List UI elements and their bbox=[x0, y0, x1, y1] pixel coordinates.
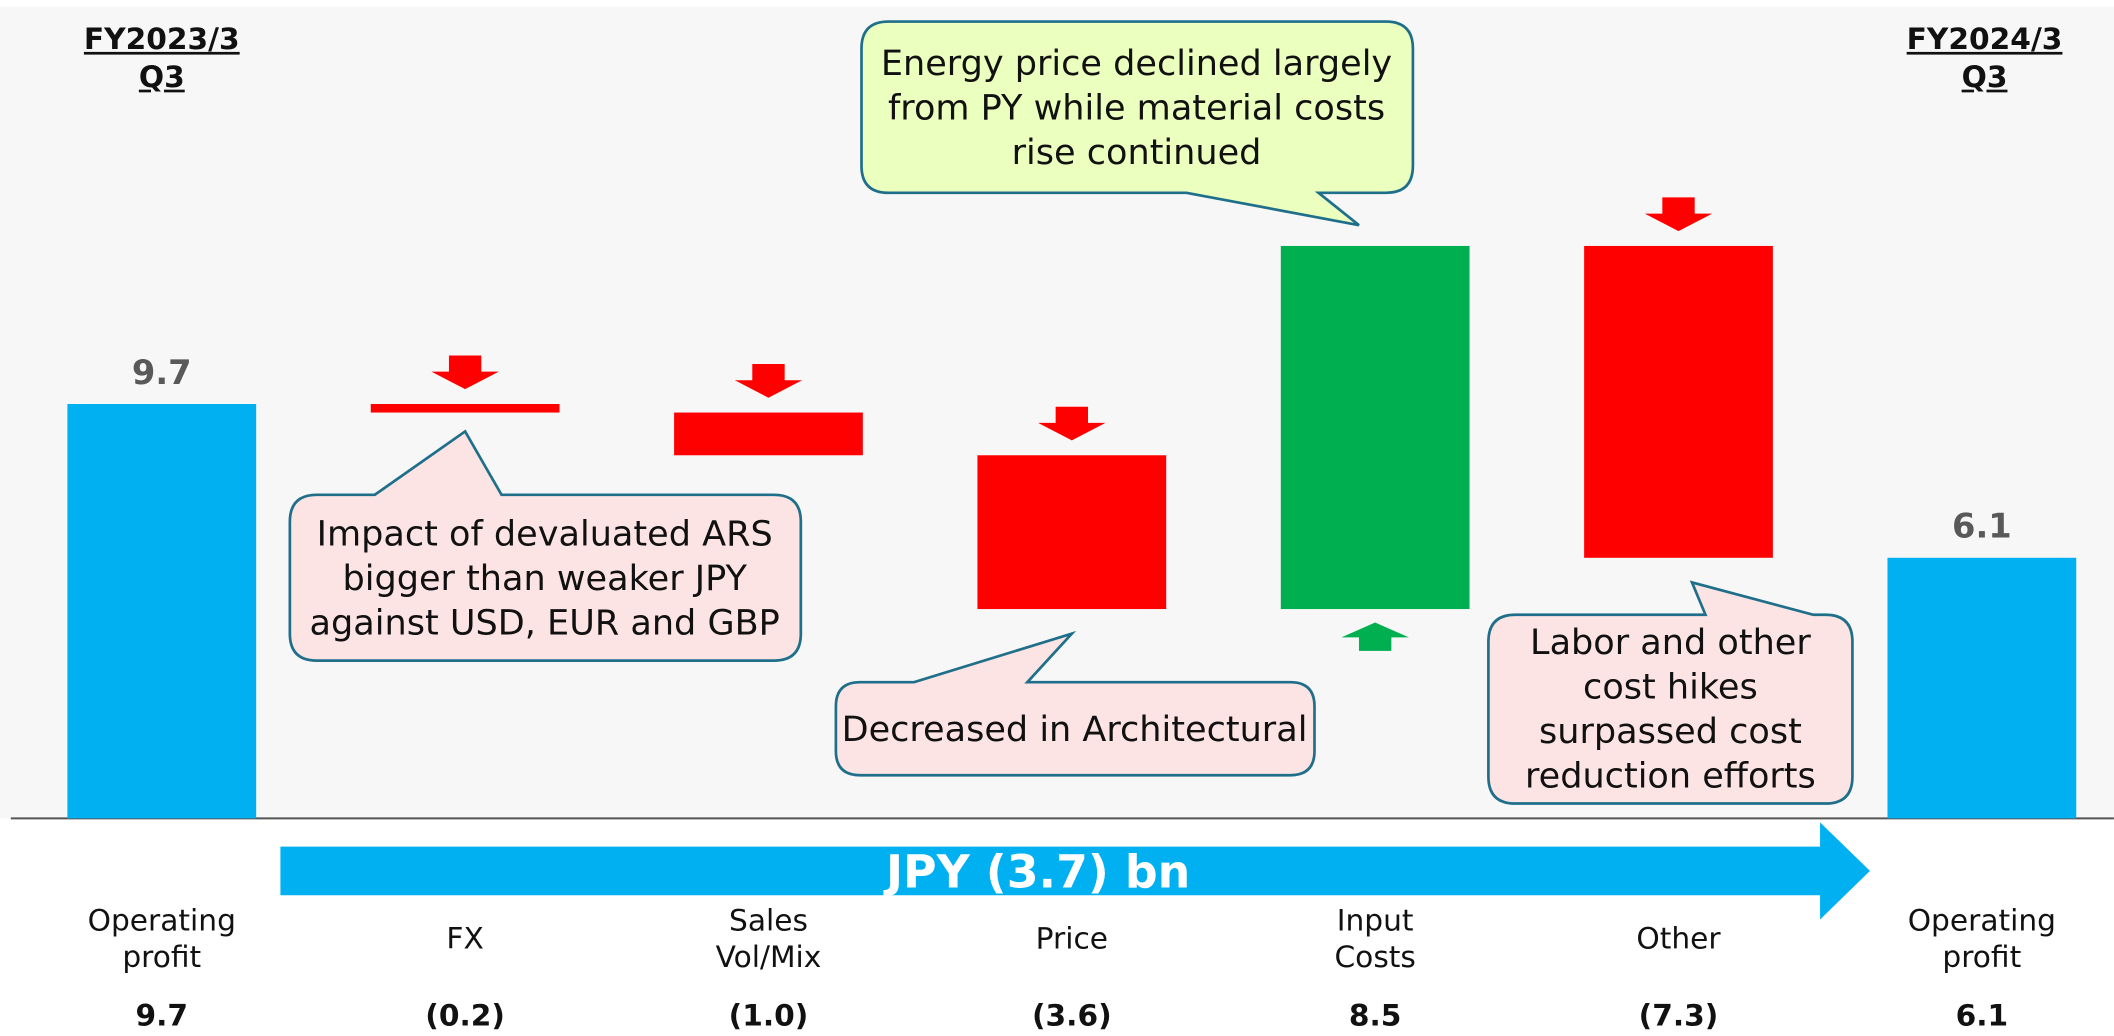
bar bbox=[977, 455, 1167, 610]
value-label: (1.0) bbox=[728, 999, 809, 1034]
value-label: (3.6) bbox=[1031, 999, 1112, 1034]
direction-arrow bbox=[431, 355, 499, 390]
bar-label: 6.1 bbox=[1951, 506, 2012, 546]
bars bbox=[67, 197, 2077, 819]
annotation: Energy price declined largely from PY wh… bbox=[880, 43, 1393, 174]
bar bbox=[370, 404, 560, 413]
callout bbox=[1487, 580, 1854, 805]
callout bbox=[288, 429, 803, 662]
bar bbox=[67, 404, 257, 819]
category-label: Input Costs bbox=[1334, 904, 1416, 975]
bar bbox=[1887, 557, 2077, 819]
value-label: 9.7 bbox=[135, 999, 189, 1034]
category-label: FX bbox=[446, 922, 484, 957]
direction-arrow bbox=[734, 364, 803, 398]
annotation: Impact of devaluated ARS bigger than wea… bbox=[309, 514, 780, 644]
callout bbox=[834, 630, 1316, 777]
bar bbox=[1280, 245, 1470, 610]
heading: FY2023/3 Q3 bbox=[83, 23, 240, 95]
category-label: Other bbox=[1636, 922, 1721, 957]
value-label: 8.5 bbox=[1348, 999, 1402, 1034]
annotation: Decreased in Architectural bbox=[841, 709, 1308, 751]
summary: JPY (3.7) bn bbox=[885, 845, 1191, 900]
value-label: (0.2) bbox=[425, 999, 505, 1034]
direction-arrow bbox=[1038, 406, 1106, 441]
annotation: Labor and other cost hikes surpassed cos… bbox=[1525, 622, 1816, 797]
heading: FY2024/3 Q3 bbox=[1906, 23, 2063, 95]
category-label: Price bbox=[1035, 922, 1108, 957]
bar-label: 9.7 bbox=[131, 352, 192, 392]
bar bbox=[674, 412, 863, 456]
value-label: (7.3) bbox=[1638, 999, 1719, 1034]
callout bbox=[860, 20, 1415, 227]
direction-arrow bbox=[1341, 622, 1409, 651]
category-label: Operating profit bbox=[87, 904, 236, 975]
category-label: Sales Vol/Mix bbox=[715, 904, 822, 975]
direction-arrow bbox=[1644, 197, 1713, 232]
total-arrow bbox=[280, 822, 1870, 920]
value-label: 6.1 bbox=[1955, 999, 2009, 1034]
category-label: Operating profit bbox=[1907, 904, 2057, 975]
bar bbox=[1584, 245, 1773, 558]
